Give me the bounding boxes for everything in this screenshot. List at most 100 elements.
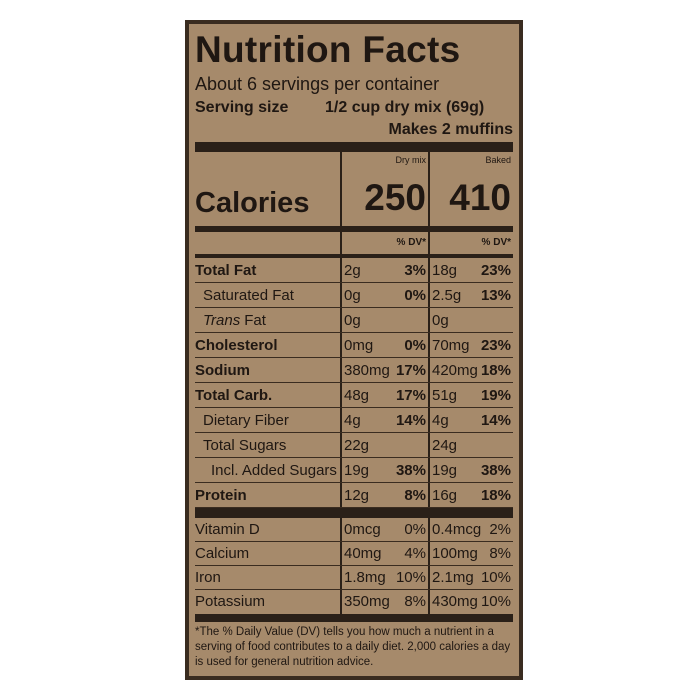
value-cell: 12g 8% <box>340 483 428 507</box>
daily-value: 17% <box>395 362 426 379</box>
nutrient-row: Iron 1.8mg 10% 2.1mg 10% <box>195 566 513 590</box>
value-cell: 2.1mg 10% <box>428 566 513 589</box>
value-cell: 24g <box>428 433 513 457</box>
value-cell: 16g 18% <box>428 483 513 507</box>
calories-row: Calories 250 410 <box>195 168 513 226</box>
value-cell: 0.4mcg 2% <box>428 518 513 541</box>
thick-bar <box>195 614 513 622</box>
amount: 24g <box>432 437 458 454</box>
nutrient-name: Incl. Added Sugars <box>211 462 337 479</box>
amount: 48g <box>344 387 370 404</box>
nutrient-name-italic: Trans <box>203 312 241 329</box>
serving-size-value: 1/2 cup dry mix (69g) <box>325 99 485 116</box>
thick-bar <box>195 142 513 152</box>
amount: 380mg <box>344 362 390 379</box>
value-cell: 350mg 8% <box>340 590 428 614</box>
amount: 0mcg <box>344 521 381 538</box>
nutrient-name: Cholesterol <box>195 337 278 354</box>
nutrient-name: Vitamin D <box>195 521 260 538</box>
daily-value: 18% <box>480 362 511 379</box>
amount: 18g <box>432 262 458 279</box>
vitamin-rows: Vitamin D 0mcg 0% 0.4mcg 2% Calcium 40mg 4% 100m… <box>195 518 513 614</box>
nutrient-row: Dietary Fiber 4g 14% 4g 14% <box>195 408 513 433</box>
daily-value: 3% <box>404 262 426 279</box>
value-cell: 380mg 17% <box>340 358 428 382</box>
serving-size-label: Serving size <box>195 99 289 116</box>
value-cell: 0g 0% <box>340 283 428 307</box>
amount: 4g <box>432 412 449 429</box>
calories-value: 410 <box>449 177 511 218</box>
amount: 12g <box>344 487 370 504</box>
daily-value: 4% <box>404 545 426 562</box>
value-cell: 19g 38% <box>340 458 428 482</box>
value-cell: 40mg 4% <box>340 542 428 565</box>
nutrient-name: Total Sugars <box>203 437 287 454</box>
nutrient-name: Protein <box>195 487 247 504</box>
amount: 0g <box>344 287 361 304</box>
column-label: Dry mix <box>395 155 427 165</box>
nutrient-row: Protein 12g 8% 16g 18% <box>195 483 513 508</box>
footnote: *The % Daily Value (DV) tells you how mu… <box>195 626 511 668</box>
daily-value: 8% <box>489 545 511 562</box>
amount: 0mg <box>344 337 374 354</box>
daily-value: 2% <box>489 521 511 538</box>
nutrient-row: Sodium 380mg 17% 420mg 18% <box>195 358 513 383</box>
daily-value: 0% <box>404 287 426 304</box>
amount: 19g <box>344 462 370 479</box>
makes: Makes 2 muffins <box>388 121 513 138</box>
value-cell: 48g 17% <box>340 383 428 407</box>
daily-value: 38% <box>395 462 426 479</box>
amount: 430mg <box>432 593 478 610</box>
daily-value: 0% <box>404 521 426 538</box>
daily-value: 38% <box>480 462 511 479</box>
nutrient-rows: Total Fat 2g 3% 18g 23% Saturated Fat 0g 0% 2.5g… <box>195 258 513 508</box>
servings: About 6 servings per container <box>195 74 440 94</box>
calories-label: Calories <box>195 187 310 219</box>
value-cell: 100mg 8% <box>428 542 513 565</box>
daily-value: 10% <box>480 593 511 610</box>
nutrient-row: Cholesterol 0mg 0% 70mg 23% <box>195 333 513 358</box>
amount: 100mg <box>432 545 478 562</box>
nutrient-row: Total Carb. 48g 17% 51g 19% <box>195 383 513 408</box>
amount: 350mg <box>344 593 390 610</box>
daily-value: 13% <box>480 287 511 304</box>
nutrient-name: Calcium <box>195 545 250 562</box>
column-label: Baked <box>485 155 511 165</box>
column-header: Dry mix Baked <box>195 152 513 168</box>
amount: 2g <box>344 262 361 279</box>
nutrient-row: Total Sugars 22g 24g <box>195 433 513 458</box>
amount: 0.4mcg <box>432 521 482 538</box>
nutrient-row: Vitamin D 0mcg 0% 0.4mcg 2% <box>195 518 513 542</box>
amount: 19g <box>432 462 458 479</box>
value-cell: 0g <box>428 308 513 332</box>
nutrient-row: Incl. Added Sugars 19g 38% 19g 38% <box>195 458 513 483</box>
daily-value: 18% <box>480 487 511 504</box>
amount: 0g <box>432 312 449 329</box>
value-cell: 0mg 0% <box>340 333 428 357</box>
value-cell: 70mg 23% <box>428 333 513 357</box>
amount: 4g <box>344 412 361 429</box>
dv-header: % DV* % DV* <box>195 232 513 254</box>
value-cell: 0g <box>340 308 428 332</box>
amount: 70mg <box>432 337 470 354</box>
medium-bar <box>195 226 513 232</box>
value-cell: 22g <box>340 433 428 457</box>
amount: 51g <box>432 387 458 404</box>
amount: 16g <box>432 487 458 504</box>
value-cell: 0mcg 0% <box>340 518 428 541</box>
serving-size: Serving size 1/2 cup dry mix (69g) <box>195 96 513 120</box>
nutrient-name: Potassium <box>195 593 266 610</box>
daily-value: 23% <box>480 337 511 354</box>
nutrient-name: Total Fat <box>195 262 257 279</box>
daily-value: 19% <box>480 387 511 404</box>
daily-value: 10% <box>480 569 511 586</box>
medium-bar <box>195 254 513 258</box>
nutrient-name: Saturated Fat <box>203 287 294 304</box>
nutrient-row: Calcium 40mg 4% 100mg 8% <box>195 542 513 566</box>
nutrient-row: Trans Fat 0g 0g <box>195 308 513 333</box>
nutrient-row: Total Fat 2g 3% 18g 23% <box>195 258 513 283</box>
nutrient-name: Dietary Fiber <box>203 412 289 429</box>
nutrient-row: Potassium 350mg 8% 430mg 10% <box>195 590 513 614</box>
value-cell: 2.5g 13% <box>428 283 513 307</box>
